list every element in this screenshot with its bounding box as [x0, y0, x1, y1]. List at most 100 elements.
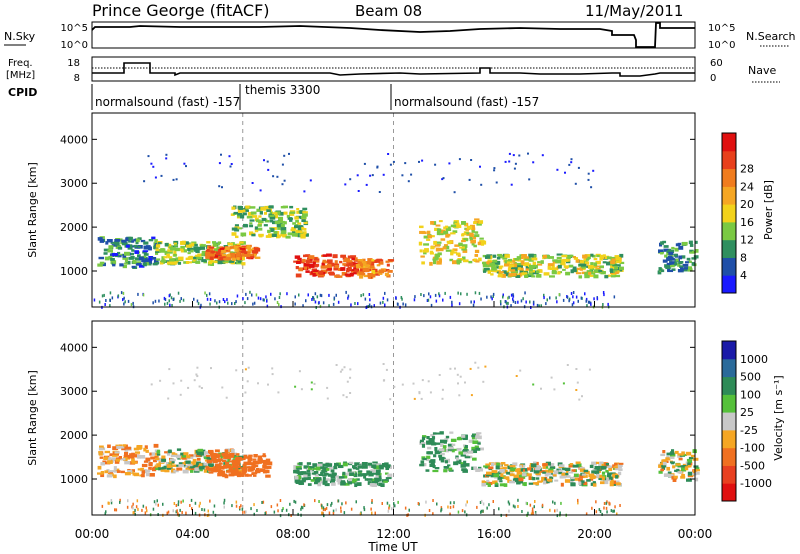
far-range-cell — [283, 154, 286, 157]
backscatter-cell — [357, 470, 363, 473]
backscatter-cell — [322, 482, 326, 485]
near-range-cell — [449, 295, 452, 299]
backscatter-cell — [234, 226, 240, 229]
backscatter-cell — [105, 241, 109, 245]
backscatter-cell — [219, 470, 226, 475]
far-range-cell — [271, 373, 274, 376]
near-range-cell — [236, 294, 239, 298]
backscatter-cell — [201, 259, 207, 263]
near-range-cell — [387, 509, 390, 513]
backscatter-cell — [330, 474, 336, 479]
backscatter-cell — [223, 463, 228, 466]
far-range-cell — [172, 382, 175, 385]
backscatter-cell — [153, 259, 159, 264]
colorbar-swatch — [722, 447, 736, 466]
backscatter-cell — [354, 462, 360, 467]
backscatter-cell — [295, 273, 302, 278]
far-range-cell — [349, 368, 352, 371]
backscatter-cell — [562, 471, 569, 474]
backscatter-cell — [97, 472, 103, 475]
backscatter-cell — [360, 268, 365, 272]
near-range-cell — [330, 503, 332, 507]
backscatter-cell — [137, 254, 141, 258]
far-range-cell — [345, 396, 348, 399]
backscatter-cell — [351, 270, 357, 273]
backscatter-cell — [587, 274, 594, 277]
backscatter-cell — [566, 470, 570, 474]
backscatter-cell — [138, 256, 144, 261]
near-range-cell — [566, 295, 569, 299]
near-range-cell — [526, 502, 528, 506]
backscatter-cell — [439, 231, 444, 236]
backscatter-cell — [241, 209, 246, 213]
backscatter-cell — [148, 246, 152, 251]
backscatter-cell — [104, 450, 111, 454]
near-range-cell — [530, 512, 533, 516]
near-range-cell — [449, 512, 451, 516]
near-range-cell — [502, 293, 504, 297]
backscatter-cell — [334, 462, 339, 466]
backscatter-cell — [149, 452, 154, 456]
near-range-cell — [119, 498, 121, 502]
far-range-cell — [456, 373, 459, 376]
near-range-cell — [321, 506, 323, 510]
backscatter-cell — [314, 482, 318, 485]
near-range-cell — [473, 300, 475, 304]
backscatter-cell — [291, 232, 298, 237]
backscatter-cell — [118, 456, 123, 459]
backscatter-cell — [187, 256, 194, 260]
backscatter-cell — [433, 454, 437, 458]
backscatter-cell — [302, 258, 306, 263]
far-range-cell — [459, 375, 462, 378]
backscatter-cell — [547, 265, 551, 270]
backscatter-cell — [486, 474, 490, 477]
backscatter-cell — [564, 467, 571, 471]
near-range-cell — [169, 293, 171, 297]
backscatter-cell — [557, 271, 561, 275]
backscatter-cell — [504, 254, 510, 258]
backscatter-cell — [528, 482, 534, 485]
backscatter-cell — [445, 249, 452, 252]
backscatter-cell — [171, 460, 175, 464]
near-range-cell — [300, 505, 303, 509]
near-range-cell — [332, 512, 335, 515]
backscatter-cell — [107, 471, 112, 474]
backscatter-cell — [466, 233, 473, 236]
far-range-cell — [570, 158, 573, 161]
colorbar-swatch — [722, 150, 736, 170]
backscatter-cell — [599, 461, 604, 464]
backscatter-cell — [499, 265, 504, 268]
near-range-cell — [512, 504, 515, 508]
power-colorbar-tick: 4 — [740, 269, 747, 282]
far-range-cell — [421, 159, 424, 162]
backscatter-cell — [518, 465, 523, 468]
near-range-cell — [191, 507, 193, 511]
near-range-cell — [420, 293, 422, 296]
backscatter-cell — [668, 265, 672, 268]
backscatter-cell — [662, 259, 668, 263]
backscatter-cell — [327, 259, 333, 263]
near-range-cell — [521, 510, 523, 513]
backscatter-cell — [321, 469, 326, 474]
backscatter-cell — [549, 463, 555, 468]
backscatter-cell — [203, 451, 210, 455]
near-range-cell — [279, 292, 281, 296]
near-range-cell — [532, 300, 535, 304]
backscatter-cell — [244, 253, 251, 257]
backscatter-cell — [339, 465, 343, 469]
near-range-cell — [508, 295, 510, 299]
backscatter-cell — [584, 254, 591, 257]
freq-tick-top: 18 — [67, 58, 80, 69]
backscatter-cell — [470, 233, 474, 237]
backscatter-cell — [247, 469, 252, 472]
backscatter-cell — [152, 467, 157, 472]
backscatter-cell — [388, 259, 395, 262]
near-range-cell — [294, 500, 297, 504]
backscatter-cell — [117, 251, 121, 255]
backscatter-cell — [280, 206, 286, 209]
backscatter-cell — [302, 207, 308, 211]
near-range-cell — [154, 299, 157, 303]
backscatter-cell — [141, 470, 146, 474]
backscatter-cell — [447, 443, 453, 447]
cpid-segment-3: normalsound (fast) -157 — [394, 95, 539, 109]
